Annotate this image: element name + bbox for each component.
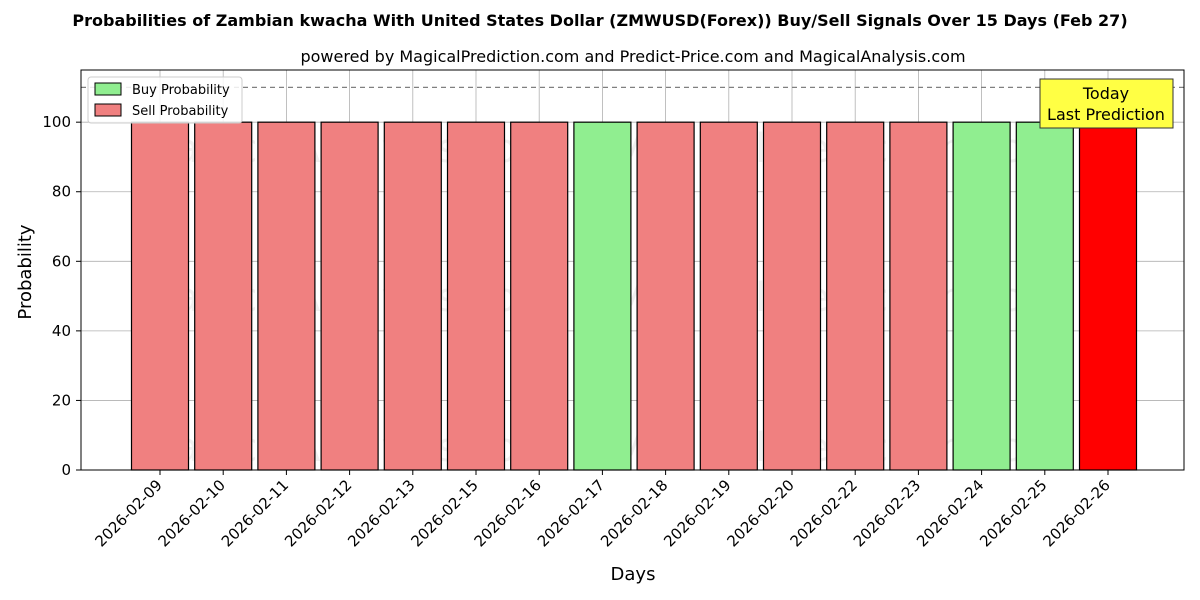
- bar-buy: [952, 121, 1011, 471]
- y-tick-label: 60: [52, 252, 71, 270]
- bar-today: [1078, 121, 1138, 471]
- bar-buy: [1015, 121, 1074, 471]
- y-tick-label: 40: [52, 322, 71, 340]
- y-tick-label: 100: [42, 113, 71, 131]
- y-tick-label: 80: [52, 183, 71, 201]
- bar-sell: [257, 121, 316, 471]
- today-annotation: Today Last Prediction: [1039, 78, 1174, 129]
- bar-sell: [130, 121, 190, 471]
- legend-sell-label: Sell Probability: [132, 104, 229, 119]
- chart-subtitle: powered by MagicalPrediction.com and Pre…: [300, 47, 965, 66]
- legend-sell-swatch: [94, 103, 122, 117]
- chart-title: Probabilities of Zambian kwacha With Uni…: [72, 11, 1127, 30]
- legend-box: [87, 76, 243, 124]
- y-tick-label: 0: [61, 461, 71, 479]
- annotation-today: Today: [1082, 84, 1129, 103]
- bar-sell: [446, 121, 506, 471]
- bar-sell: [636, 121, 695, 471]
- bar-sell: [699, 121, 758, 471]
- legend-buy-swatch: [94, 82, 122, 96]
- bar-sell: [194, 121, 253, 471]
- annotation-box: [1039, 78, 1174, 129]
- legend: Buy Probability Sell Probability: [87, 76, 243, 124]
- legend-buy-label: Buy Probability: [132, 83, 230, 98]
- bar-sell: [320, 121, 379, 471]
- y-tick-label: 20: [52, 391, 71, 409]
- bar-buy: [573, 121, 632, 471]
- bars: [130, 121, 1138, 471]
- bar-sell: [826, 121, 885, 471]
- annotation-last-prediction: Last Prediction: [1047, 105, 1165, 124]
- plot-frame: [80, 69, 1185, 471]
- y-axis-label: Probability: [15, 224, 36, 319]
- bar-sell: [383, 121, 442, 471]
- y-axis: 0 20 40 60 80 100: [42, 113, 81, 479]
- x-axis-label: Days: [611, 564, 656, 585]
- bar-sell: [762, 121, 822, 471]
- bar-sell: [889, 121, 948, 471]
- bar-sell: [510, 121, 569, 471]
